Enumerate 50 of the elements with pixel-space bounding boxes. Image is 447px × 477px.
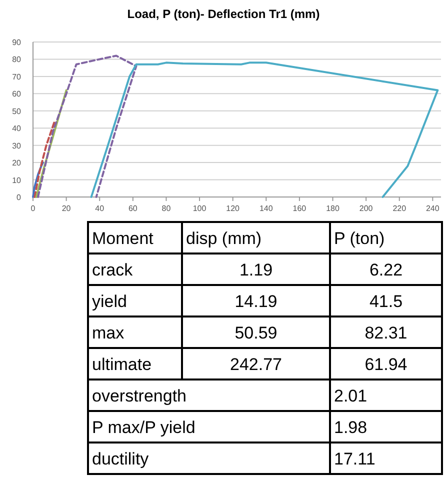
category-label: ultimate	[92, 355, 152, 374]
x-tick-label: 100	[192, 204, 207, 213]
x-tick-label: 220	[392, 204, 407, 213]
x-tick-label: 20	[62, 204, 72, 213]
text: 1.98	[334, 418, 368, 437]
x-tick-label: 200	[359, 204, 374, 213]
line-series	[35, 89, 68, 198]
text: 41.5	[369, 292, 403, 311]
line-series	[90, 62, 439, 198]
text: 17.11	[334, 450, 376, 468]
y-tick-label: 30	[12, 141, 22, 150]
category-label: overstrength	[92, 386, 186, 406]
text: 6.22	[369, 260, 403, 280]
y-tick-label: 70	[12, 72, 22, 82]
x-tick-label: 80	[162, 204, 172, 213]
text: 1.19	[239, 260, 273, 280]
x-tick-label: 180	[326, 204, 340, 213]
y-tick-label: 50	[12, 106, 22, 116]
y-tick-label: 10	[12, 176, 22, 185]
y-tick-label: 80	[12, 55, 22, 64]
category-label: max	[92, 324, 124, 342]
y-tick-label: 40	[12, 124, 22, 134]
category-label: yield	[92, 292, 127, 311]
x-tick-label: 240	[426, 204, 440, 213]
line-series	[32, 162, 44, 198]
text: 242.77	[230, 355, 282, 374]
y-tick-label: 20	[12, 158, 22, 168]
line-series	[36, 54, 138, 198]
text: 61.94	[364, 355, 408, 374]
category-label: P max/P yield	[92, 418, 196, 437]
line-series	[34, 120, 56, 198]
text: 50.59	[234, 324, 278, 342]
x-tick-label: 0	[30, 204, 36, 213]
chart-title: Load, P (ton)- Deflection Tr1 (mm)	[127, 7, 320, 21]
y-tick-label: 90	[12, 38, 22, 47]
y-tick-label: 60	[12, 90, 22, 99]
text: 82.31	[364, 324, 408, 342]
x-tick-label: 120	[226, 204, 240, 213]
x-tick-label: 60	[128, 204, 138, 213]
text: 14.19	[234, 292, 278, 311]
x-tick-label: 140	[259, 204, 274, 213]
category-label: crack	[92, 260, 133, 280]
x-tick-label: 40	[95, 204, 105, 213]
x-tick-label: 160	[292, 204, 307, 213]
category-label: ductility	[92, 450, 149, 468]
category-label: P (ton)	[334, 229, 385, 248]
category-label: Moment	[92, 229, 154, 248]
category-label: disp (mm)	[186, 229, 262, 248]
y-tick-label: 0	[16, 193, 22, 202]
text: 2.01	[334, 386, 368, 406]
